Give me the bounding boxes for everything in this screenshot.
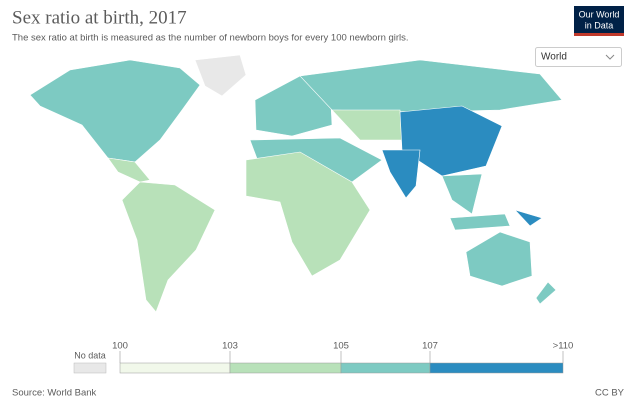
southeast-asia [441, 173, 483, 215]
dropdown [535, 47, 622, 67]
source: Source: World Bank [12, 388, 97, 399]
region-selector[interactable]: World [535, 47, 622, 67]
logo-box [574, 6, 624, 36]
legend-label: 100 [112, 341, 128, 352]
russia [299, 59, 563, 113]
legend: No data 100 103 105 107 >110 [73, 341, 574, 374]
logo[interactable]: Our World in Data [574, 6, 624, 36]
subtitle: The sex ratio at birth is measured as th… [12, 33, 409, 44]
indonesia [449, 213, 511, 231]
africa [245, 151, 371, 277]
australia [465, 231, 533, 287]
logo-text: in Data [585, 20, 614, 30]
legend-bin [119, 362, 231, 374]
new-zealand [535, 281, 557, 305]
central-asia [331, 109, 403, 141]
greenland [194, 54, 247, 97]
south-america [121, 181, 216, 313]
legend-label: 103 [222, 341, 238, 352]
logo-text: Our World [579, 9, 620, 19]
legend-label: >110 [553, 341, 574, 352]
india [381, 149, 421, 199]
dropdown-value: World [541, 52, 567, 63]
no-data-swatch [73, 362, 107, 374]
no-data-label: No data [74, 350, 106, 360]
north-america [29, 59, 201, 163]
central-america [107, 157, 151, 183]
license: CC BY [595, 388, 625, 399]
legend-bin [429, 362, 564, 374]
dropdown-arrow [605, 54, 615, 60]
legend-bin [340, 362, 431, 374]
world-map [29, 54, 563, 313]
title: Sex ratio at birth, 2017 [12, 7, 187, 28]
papua-new-guinea [514, 209, 543, 227]
legend-label: 105 [333, 341, 349, 352]
legend-bin [229, 362, 342, 374]
legend-label: 107 [422, 341, 438, 352]
logo-stripe [574, 33, 624, 36]
